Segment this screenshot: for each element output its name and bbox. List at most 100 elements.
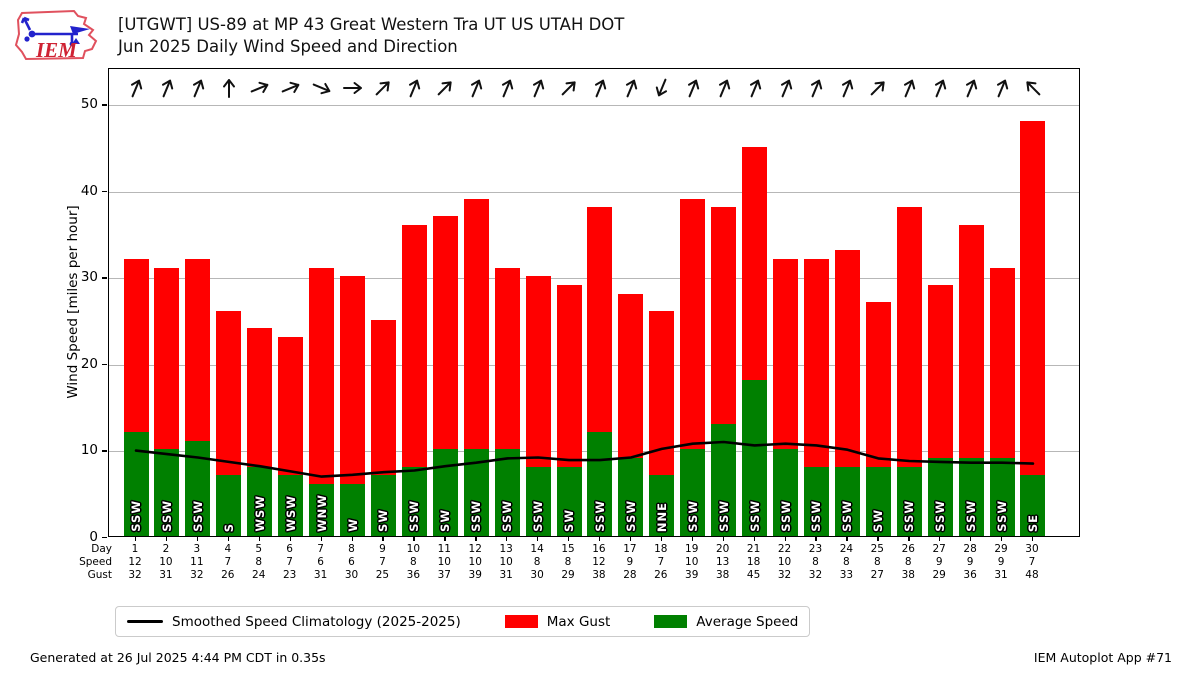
bar-average-speed [958,458,984,536]
x-tick-mark [227,537,230,541]
legend-label-climatology: Smoothed Speed Climatology (2025-2025) [172,613,461,630]
gust-cell: 32 [190,569,204,581]
day-cell: 3 [193,543,201,555]
wind-direction-arrow-icon [780,79,792,98]
speed-cell: 8 [410,556,417,568]
bar-average-speed [742,380,768,536]
x-tick-mark [784,537,786,541]
gust-cell: 26 [221,569,235,581]
bar-average-speed [278,475,304,536]
day-cell: 5 [255,543,263,555]
gust-cell: 38 [901,569,915,581]
speed-cell: 12 [592,556,606,568]
wind-direction-arrow-icon [533,79,545,98]
wind-direction-arrow-icon [904,79,916,98]
legend-item-max-gust: Max Gust [504,614,610,630]
gust-cell: 45 [746,569,761,581]
x-tick-mark [846,537,848,541]
day-cell: 14 [530,543,544,555]
x-tick-mark [877,537,879,541]
gust-cell: 23 [282,569,297,581]
row-label-speed: Speed [79,556,112,568]
day-cell: 22 [777,543,792,555]
gust-cell: 31 [313,569,328,581]
day-cell: 7 [317,543,324,555]
speed-cell: 8 [812,556,819,568]
speed-cell: 10 [159,556,173,568]
x-tick-mark [1031,537,1034,541]
day-cell: 9 [379,543,386,555]
bar-average-speed [927,458,953,536]
y-tick-mark [102,450,107,452]
speed-cell: 7 [657,556,665,568]
wind-direction-arrow-icon [471,79,483,98]
speed-cell: 13 [715,556,730,568]
day-cell: 19 [685,543,699,555]
bar-average-speed [649,475,675,536]
gust-cell: 48 [1025,569,1039,581]
page-subtitle: Jun 2025 Daily Wind Speed and Direction [118,37,458,56]
wind-direction-arrow-icon [342,82,362,94]
wind-direction-arrow-icon [935,79,947,98]
day-cell: 15 [561,543,575,555]
day-cell: 26 [901,543,915,555]
gust-cell: 37 [437,569,451,581]
speed-cell: 18 [746,556,761,568]
weather-vane-icon-fills [24,26,90,47]
x-tick-mark [815,537,817,541]
gust-cell: 29 [561,569,575,581]
day-cell: 18 [654,543,668,555]
x-tick-mark [351,537,353,541]
app-id-text: IEM Autoplot App #71 [1033,650,1172,665]
x-tick-mark [537,537,539,541]
climatology-line [134,440,1035,478]
wind-direction-arrow-icon [625,79,638,98]
speed-cell: 6 [317,556,324,568]
wind-direction-arrow-icon [130,79,143,98]
bar-max-gust [1020,120,1046,536]
x-tick-mark [568,537,570,541]
bar-average-speed [618,458,644,536]
gust-cell: 36 [406,569,421,581]
x-tick-mark [939,537,941,541]
y-tick-label: 50 [80,96,98,113]
gridline [109,105,1079,107]
x-tick-mark [320,537,322,541]
wind-direction-arrow-icon [842,79,854,98]
speed-cell: 8 [533,556,541,568]
x-tick-mark [970,537,972,541]
wind-direction-arrow-icon [502,79,514,98]
gust-cell: 31 [994,569,1008,581]
gust-cell: 32 [128,569,142,581]
bar-average-speed [773,449,799,536]
day-cell: 17 [623,543,637,555]
green-swatch-icon [654,615,688,628]
bar-average-speed [587,432,613,536]
row-label-day: Day [91,543,112,555]
x-tick-mark [165,537,168,541]
day-cell: 13 [499,543,513,555]
y-tick-mark [102,277,107,279]
speed-cell: 10 [499,556,513,568]
page-title: [UTGWT] US-89 at MP 43 Great Western Tra… [118,15,625,34]
wind-direction-arrow-icon [870,81,885,96]
bar-average-speed [803,466,829,536]
day-cell: 10 [406,543,421,555]
bar-average-speed [1020,475,1046,536]
x-tick-mark [1001,537,1003,541]
bar-average-speed [401,466,427,536]
x-tick-mark [382,537,384,541]
bar-average-speed [680,449,706,536]
y-tick-label: 20 [80,355,98,372]
wind-direction-arrow-icon [437,81,452,96]
gust-cell: 30 [344,569,359,581]
weather-vane-icon [20,16,78,42]
bar-average-speed [494,449,520,536]
day-cell: 2 [162,543,170,555]
day-cell: 6 [286,543,293,555]
gust-cell: 31 [499,569,513,581]
day-cell: 16 [592,543,606,555]
y-tick-label: 30 [80,269,98,286]
speed-cell: 12 [128,556,142,568]
speed-cell: 10 [468,556,482,568]
